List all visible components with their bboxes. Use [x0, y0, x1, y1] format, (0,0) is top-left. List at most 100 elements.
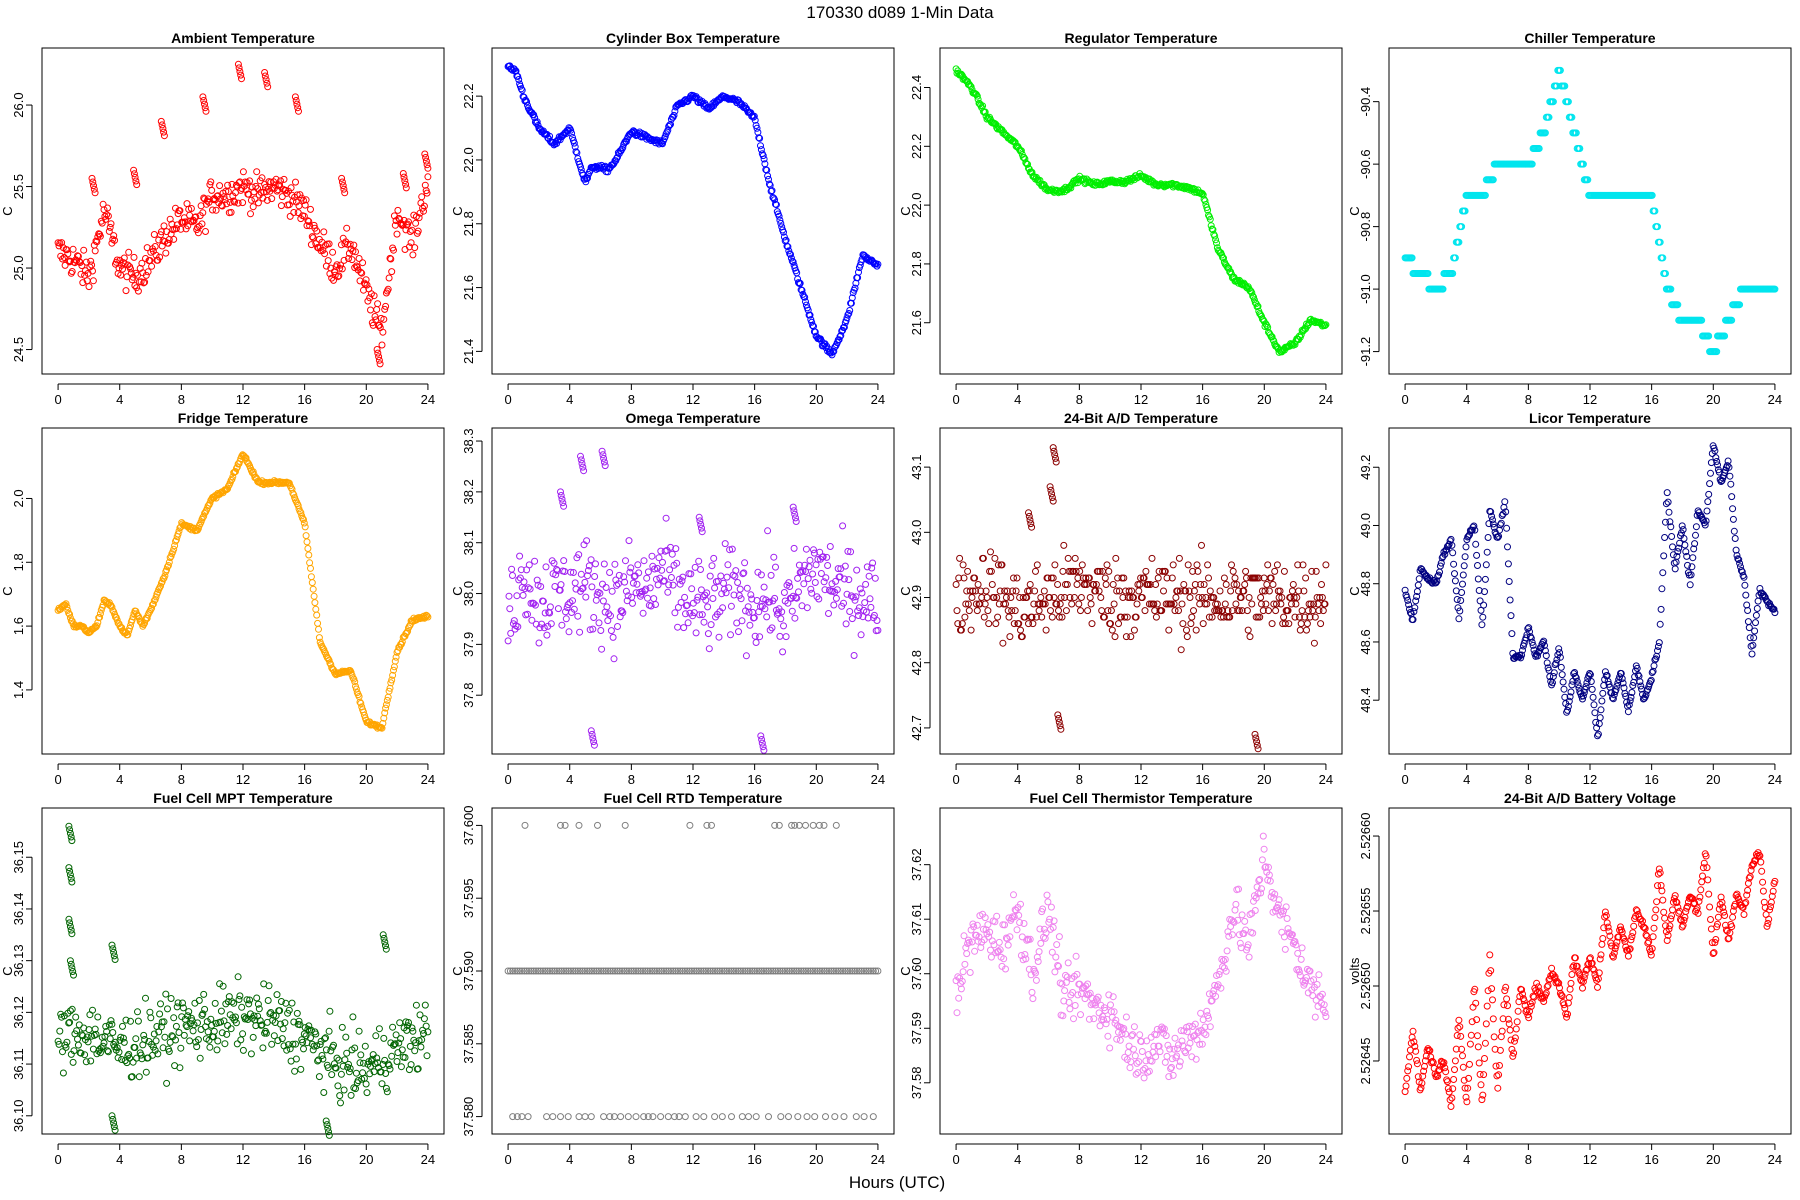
- data-point: [1058, 613, 1066, 621]
- data-point: [683, 601, 691, 609]
- data-point: [388, 1052, 396, 1060]
- data-point: [813, 593, 821, 601]
- data-point: [199, 209, 207, 217]
- data-point: [1271, 567, 1279, 575]
- data-point: [725, 584, 733, 592]
- data-point: [1725, 463, 1733, 471]
- data-point: [187, 205, 195, 212]
- data-point: [390, 246, 397, 254]
- data-point: [68, 1005, 76, 1013]
- data-point: [200, 990, 208, 998]
- y-tick-label: 36.10: [11, 1100, 26, 1133]
- data-point: [1648, 191, 1656, 199]
- data-point: [537, 583, 545, 590]
- data-point: [1411, 604, 1419, 612]
- data-point: [669, 581, 677, 589]
- data-point: [974, 95, 982, 103]
- data-point: [1436, 562, 1444, 570]
- data-point: [1290, 594, 1298, 601]
- x-tick-label: 4: [566, 1152, 573, 1167]
- data-point: [744, 967, 752, 975]
- data-point: [1055, 613, 1063, 621]
- data-point: [871, 574, 879, 582]
- data-point: [1674, 301, 1682, 309]
- data-point: [987, 953, 995, 961]
- data-point: [1135, 587, 1143, 595]
- data-point: [1489, 516, 1496, 524]
- data-point: [359, 259, 367, 267]
- data-point: [1564, 706, 1571, 714]
- data-point: [1122, 1030, 1130, 1038]
- data-point: [1113, 587, 1121, 595]
- data-point: [403, 629, 411, 637]
- data-point: [570, 605, 578, 613]
- y-tick-label: 49.0: [1358, 513, 1373, 538]
- data-point: [1249, 929, 1257, 937]
- data-point: [1713, 458, 1721, 465]
- data-point: [1688, 563, 1696, 571]
- data-point: [524, 584, 532, 592]
- data-point: [802, 545, 810, 553]
- data-point: [402, 184, 410, 192]
- data-point: [600, 1113, 608, 1121]
- data-point: [1076, 567, 1084, 575]
- data-point: [520, 578, 528, 586]
- y-axis-label: C: [0, 206, 15, 215]
- data-point: [1321, 600, 1329, 608]
- data-point: [844, 967, 852, 975]
- data-point: [1313, 981, 1321, 988]
- data-point: [1265, 607, 1272, 615]
- data-point: [669, 967, 677, 975]
- data-point: [1244, 626, 1252, 634]
- data-point: [1401, 586, 1409, 594]
- data-point: [104, 212, 112, 220]
- data-point: [1055, 718, 1063, 726]
- data-point: [999, 639, 1007, 647]
- data-point: [1215, 607, 1223, 615]
- data-point: [224, 188, 232, 195]
- data-point: [108, 603, 116, 611]
- data-point: [625, 967, 633, 975]
- data-point: [1542, 652, 1550, 660]
- data-point: [993, 594, 1001, 601]
- y-axis-label: C: [450, 966, 465, 975]
- data-point: [1455, 615, 1463, 623]
- data-point: [1659, 254, 1667, 262]
- data-point: [380, 934, 388, 942]
- data-point: [66, 610, 74, 618]
- data-point: [1248, 289, 1256, 297]
- data-point: [1215, 971, 1223, 978]
- data-point: [1513, 652, 1521, 660]
- data-point: [1230, 918, 1238, 926]
- data-point: [1130, 626, 1138, 634]
- data-point: [1303, 626, 1310, 634]
- data-point: [1096, 567, 1104, 575]
- data-point: [343, 1049, 351, 1057]
- data-point: [314, 619, 322, 627]
- data-point: [1109, 581, 1117, 588]
- data-point: [1437, 559, 1445, 567]
- data-point: [1078, 561, 1086, 569]
- data-point: [412, 1039, 420, 1047]
- data-point: [1464, 533, 1472, 541]
- data-point: [1401, 1088, 1409, 1096]
- data-point: [858, 967, 866, 975]
- data-point: [355, 1027, 363, 1035]
- data-point: [698, 528, 706, 536]
- data-point: [157, 117, 165, 125]
- data-point: [164, 563, 171, 571]
- y-tick-label: 48.4: [1358, 688, 1373, 713]
- data-point: [183, 200, 191, 208]
- data-point: [105, 227, 113, 235]
- data-point: [546, 132, 554, 140]
- data-point: [684, 619, 692, 627]
- data-point: [1025, 620, 1032, 628]
- data-point: [1320, 1001, 1328, 1009]
- data-point: [362, 1080, 370, 1088]
- data-point: [634, 561, 642, 569]
- data-point: [1010, 891, 1017, 899]
- data-point: [1517, 654, 1525, 662]
- data-point: [1298, 944, 1306, 952]
- data-point: [177, 1044, 185, 1052]
